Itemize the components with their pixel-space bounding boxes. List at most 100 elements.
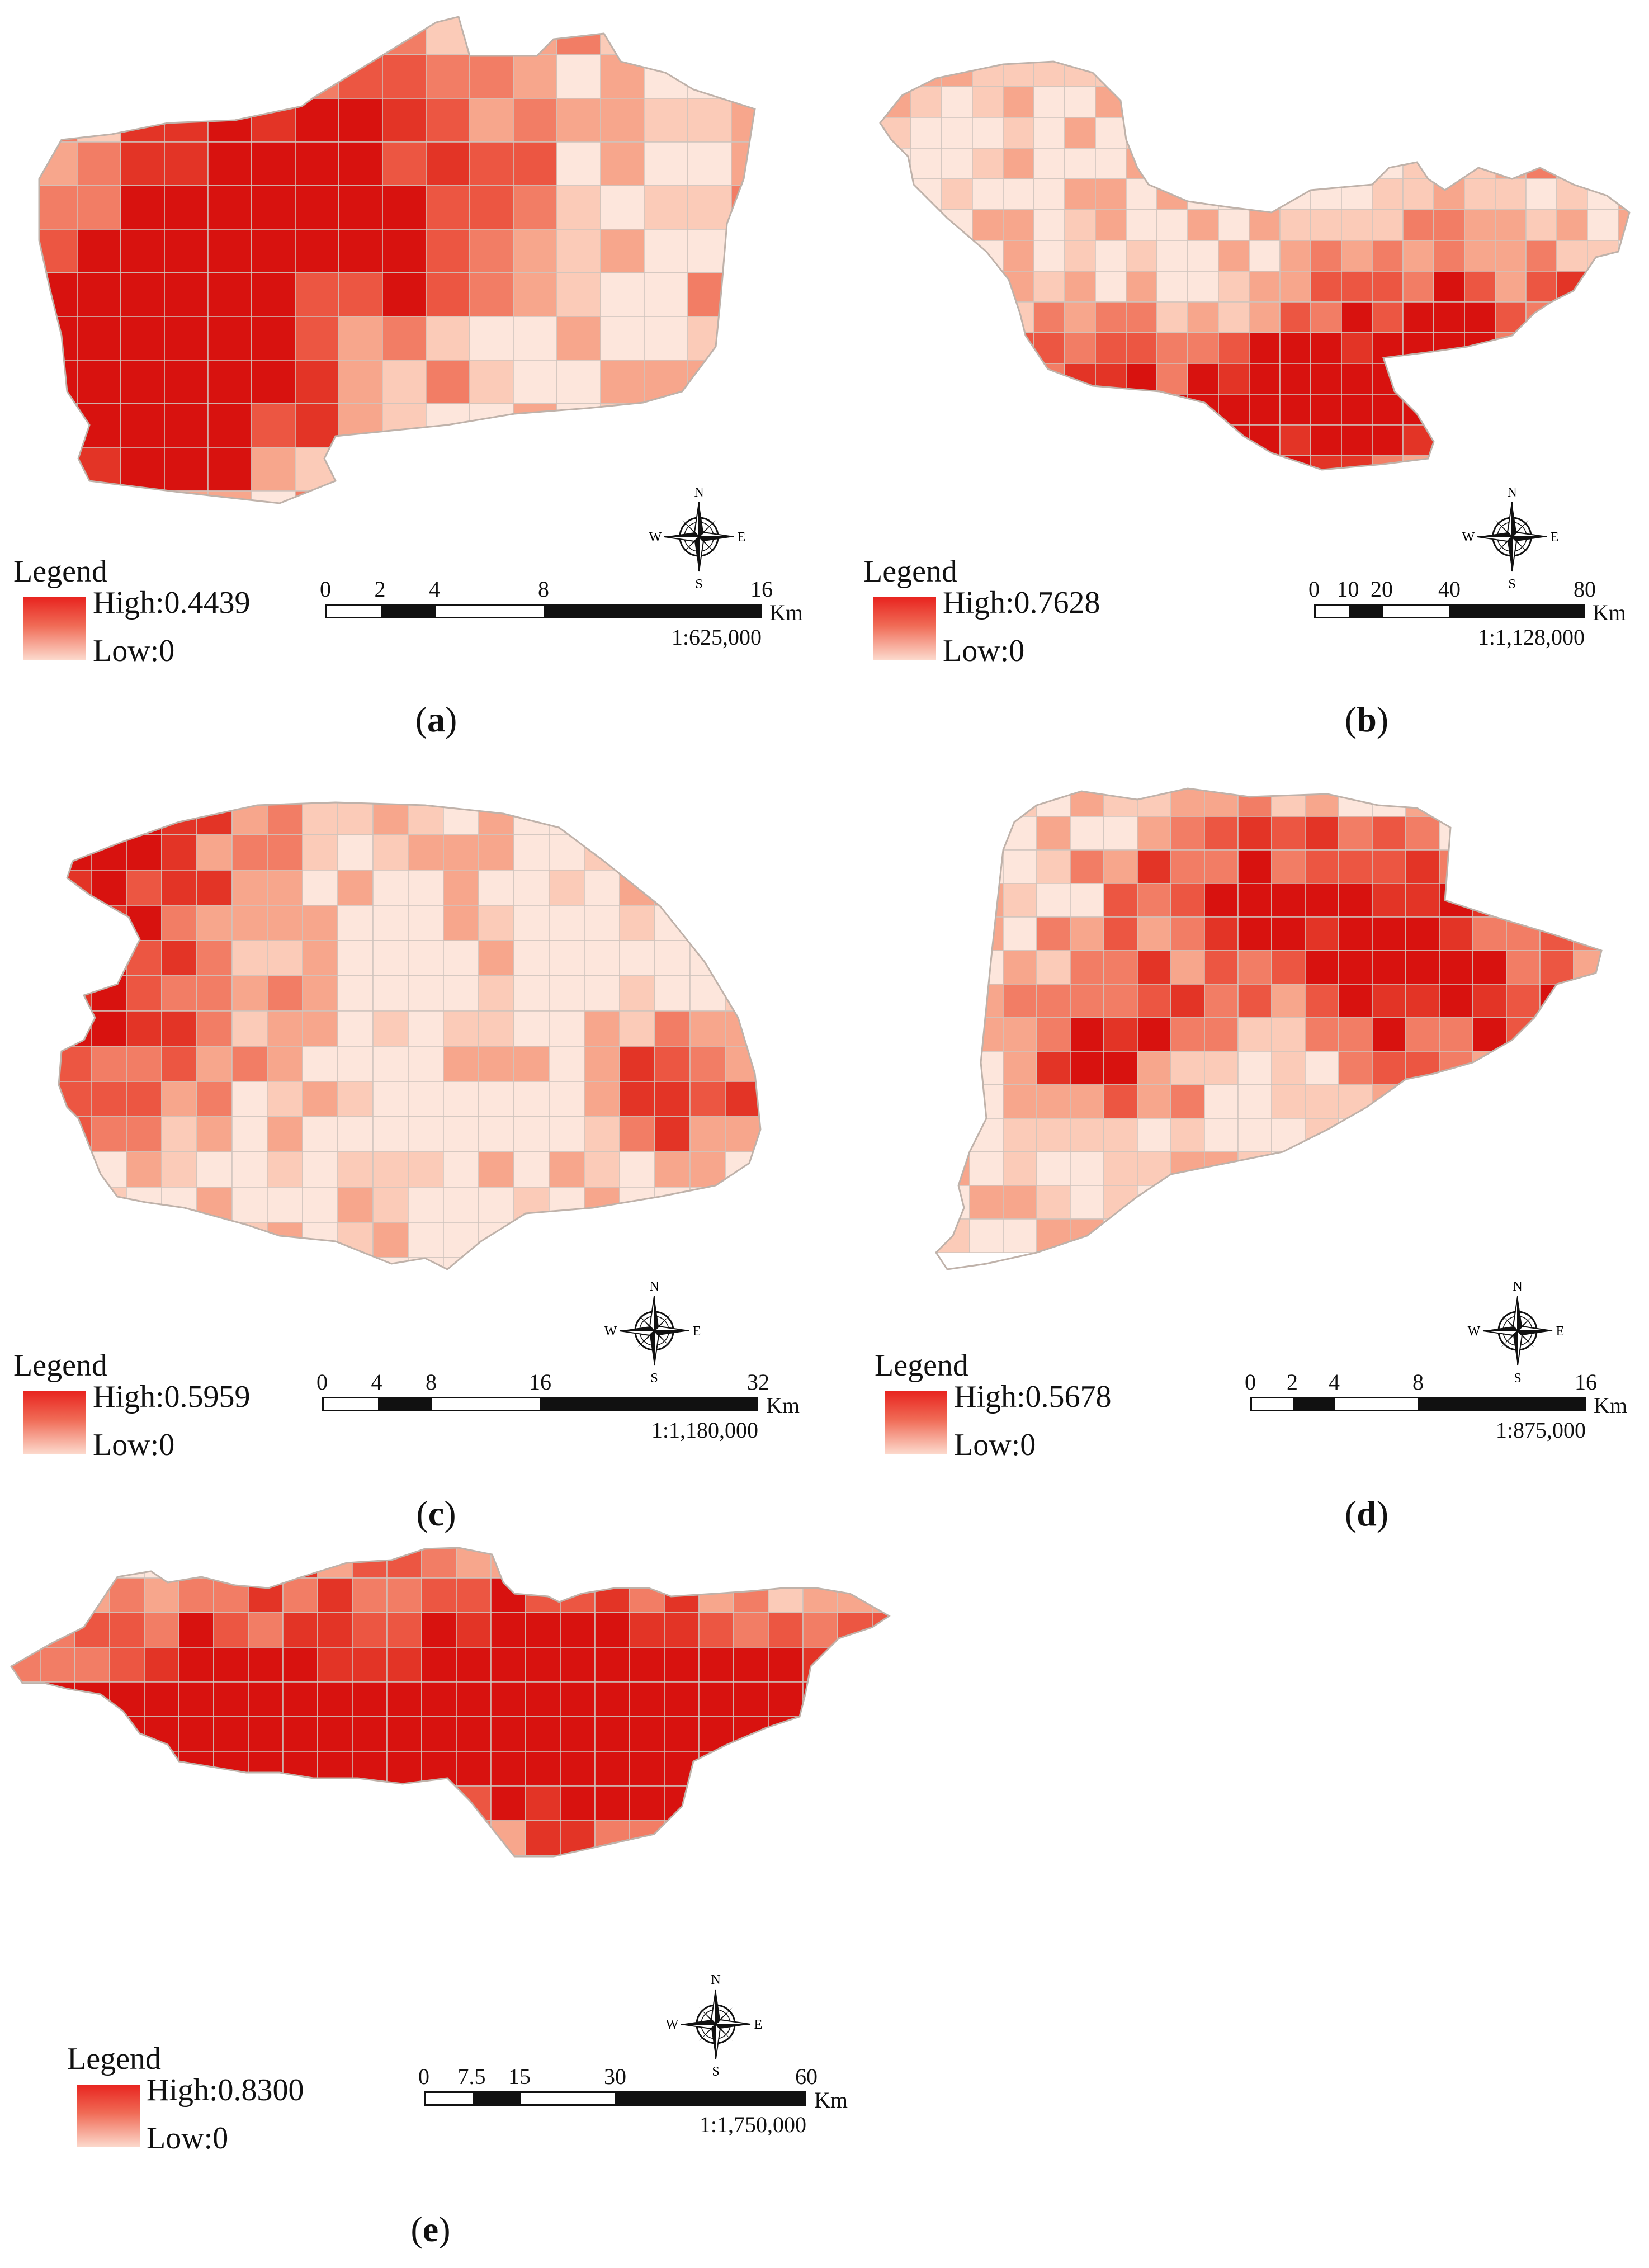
north-arrow-a: N S E W bbox=[649, 481, 746, 596]
grid-cell bbox=[802, 1751, 838, 1787]
grid-cell bbox=[295, 54, 339, 99]
grid-cell bbox=[251, 447, 296, 492]
grid-cell bbox=[144, 1716, 179, 1752]
grid-cell bbox=[1095, 148, 1127, 179]
grid-cell bbox=[584, 905, 620, 941]
grid-cell bbox=[1506, 883, 1541, 918]
grid-cell bbox=[478, 1081, 514, 1117]
grid-cell bbox=[936, 1118, 970, 1152]
grid-cell bbox=[1305, 1017, 1339, 1052]
grid-cell bbox=[144, 1577, 179, 1613]
grid-cell bbox=[689, 1222, 726, 1258]
grid-cell bbox=[1003, 1017, 1037, 1052]
grid-cell bbox=[872, 1647, 889, 1683]
grid-cell bbox=[1402, 86, 1434, 118]
grid-cell bbox=[936, 984, 970, 1018]
grid-cell bbox=[1587, 117, 1619, 149]
grid-cell bbox=[317, 1716, 353, 1752]
grid-cell bbox=[1587, 424, 1619, 456]
grid-cell bbox=[478, 870, 514, 906]
grid-cell bbox=[1187, 271, 1219, 303]
grid-cell bbox=[1539, 1185, 1574, 1220]
grid-cell bbox=[126, 1116, 162, 1152]
grid-cell bbox=[1495, 209, 1527, 241]
grid-cell bbox=[1095, 301, 1127, 333]
grid-cell bbox=[936, 849, 970, 884]
grid-cell bbox=[1618, 424, 1629, 456]
grid-cell bbox=[337, 834, 374, 871]
grid-cell bbox=[594, 1577, 630, 1613]
grid-cell bbox=[600, 316, 645, 361]
legend-high-label: High:0.4439 bbox=[93, 585, 251, 620]
grid-cell bbox=[1464, 240, 1496, 272]
grid-cell bbox=[1433, 148, 1465, 179]
grid-cell bbox=[513, 870, 550, 906]
grid-cell bbox=[725, 1222, 760, 1258]
grid-cell bbox=[1103, 849, 1138, 884]
grid-cell bbox=[1439, 950, 1473, 985]
grid-cell bbox=[1402, 209, 1434, 241]
compass-label-s: S bbox=[1514, 1371, 1521, 1386]
grid-cell bbox=[1218, 62, 1250, 87]
scale-segment bbox=[1418, 1398, 1584, 1410]
grid-cell bbox=[619, 1010, 655, 1047]
grid-cell bbox=[1103, 883, 1138, 918]
grid-cell bbox=[443, 1151, 479, 1188]
cells-d bbox=[936, 788, 1601, 1253]
grid-cell bbox=[408, 1187, 444, 1223]
grid-cell bbox=[1170, 1118, 1205, 1152]
grid-cell bbox=[302, 1151, 338, 1188]
grid-cell bbox=[725, 940, 760, 976]
grid-cell bbox=[1464, 86, 1496, 118]
grid-cell bbox=[1204, 916, 1239, 951]
grid-cell bbox=[880, 240, 911, 272]
grid-cell bbox=[1218, 301, 1250, 333]
grid-cell bbox=[443, 1081, 479, 1117]
grid-cell bbox=[1271, 883, 1306, 918]
grid-cell bbox=[1464, 394, 1496, 426]
grid-cell bbox=[1033, 240, 1065, 272]
grid-cell bbox=[39, 229, 78, 273]
grid-cell bbox=[1305, 916, 1339, 951]
grid-cell bbox=[1573, 1218, 1601, 1253]
grid-cell bbox=[936, 883, 970, 918]
grid-cell bbox=[644, 403, 688, 448]
grid-cell bbox=[733, 1548, 769, 1579]
grid-cell bbox=[1064, 332, 1096, 364]
grid-cell bbox=[1539, 1118, 1574, 1152]
grid-cell bbox=[1003, 148, 1034, 179]
grid-cell bbox=[408, 975, 444, 1012]
grid-cell bbox=[687, 141, 732, 186]
grid-cell bbox=[664, 1647, 700, 1683]
grid-cell bbox=[1064, 394, 1096, 426]
grid-cell bbox=[1204, 1051, 1239, 1085]
grid-cell bbox=[267, 1010, 303, 1047]
grid-cell bbox=[1525, 332, 1557, 364]
grid-cell bbox=[1204, 816, 1239, 850]
caption-c: (c) bbox=[416, 1494, 456, 1533]
grid-cell bbox=[1338, 1118, 1373, 1152]
grid-cell bbox=[231, 1046, 268, 1082]
grid-cell bbox=[1279, 332, 1311, 364]
grid-cell bbox=[207, 447, 252, 492]
grid-cell bbox=[941, 455, 973, 470]
grid-cell bbox=[1095, 209, 1127, 241]
grid-cell bbox=[725, 834, 760, 871]
grid-cell bbox=[421, 1855, 457, 1856]
grid-cell bbox=[91, 940, 127, 976]
grid-cell bbox=[560, 1548, 596, 1579]
grid-cell bbox=[1372, 486, 1403, 517]
grid-cell bbox=[594, 1612, 630, 1648]
grid-cell bbox=[689, 940, 726, 976]
grid-cell bbox=[1338, 849, 1373, 884]
grid-cell bbox=[549, 975, 585, 1012]
grid-cell bbox=[161, 905, 197, 941]
grid-cell bbox=[1587, 209, 1619, 241]
grid-cell bbox=[382, 447, 427, 492]
grid-cell bbox=[513, 834, 550, 871]
grid-cell bbox=[213, 1647, 249, 1683]
grid-cell bbox=[556, 229, 601, 273]
scale-segment bbox=[544, 606, 760, 617]
grid-cell bbox=[698, 1785, 734, 1821]
grid-cell bbox=[1279, 301, 1311, 333]
